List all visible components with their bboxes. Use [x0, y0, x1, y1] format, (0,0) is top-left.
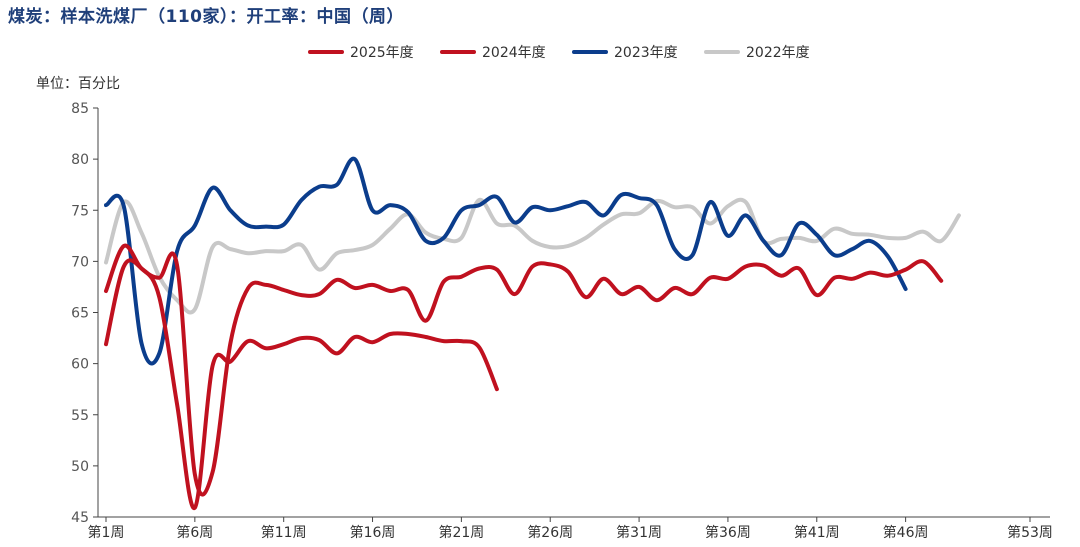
legend-label-2023: 2023年度 [614, 45, 678, 61]
legend-item-2022[interactable]: 2022年度 [704, 42, 810, 62]
axes: 45 50 55 60 65 70 75 80 85 第1周 第6周 第11周 第16周 第21周 第26周… [71, 101, 1053, 541]
legend-swatch-2024 [440, 50, 476, 54]
x-tick-label: 第46周 [883, 524, 929, 541]
y-tick-label: 50 [71, 459, 89, 475]
x-tick-label: 第16周 [350, 524, 396, 541]
unit-label: 单位：百分比 [36, 76, 120, 92]
x-tick-label: 第53周 [1007, 524, 1053, 541]
x-tick-label: 第36周 [705, 524, 751, 541]
legend-item-2025[interactable]: 2025年度 [308, 42, 414, 62]
legend-label-2024: 2024年度 [482, 45, 546, 61]
x-tick-label: 第31周 [616, 524, 662, 541]
legend-swatch-2022 [704, 50, 740, 54]
legend-item-2024[interactable]: 2024年度 [440, 42, 546, 62]
y-tick-label: 45 [71, 510, 89, 526]
y-tick-label: 75 [71, 203, 89, 219]
series-line-2023 [104, 156, 908, 366]
x-tick-label: 第21周 [438, 524, 484, 541]
y-tick-label: 65 [71, 306, 89, 322]
series-line-2024 [104, 243, 944, 497]
x-tick-label: 第1周 [88, 524, 125, 541]
y-tick-label: 80 [71, 152, 89, 168]
series-line-2025 [104, 258, 499, 510]
x-tick-label: 第11周 [261, 524, 307, 541]
y-tick-label: 85 [71, 101, 89, 117]
legend-label-2025: 2025年度 [350, 45, 414, 61]
series-layer [104, 156, 961, 510]
chart-title: 煤炭：样本洗煤厂（110家）：开工率：中国（周） [8, 7, 404, 27]
legend-label-2022: 2022年度 [746, 45, 810, 61]
legend-swatch-2023 [572, 50, 608, 54]
y-tick-label: 55 [71, 408, 89, 424]
y-tick-label: 70 [71, 254, 89, 270]
legend-item-2023[interactable]: 2023年度 [572, 42, 678, 62]
y-tick-label: 60 [71, 357, 89, 373]
x-tick-label: 第6周 [176, 524, 213, 541]
x-tick-label: 第26周 [527, 524, 573, 541]
series-line-2022 [104, 197, 961, 315]
legend: 2025年度 2024年度 2023年度 2022年度 [0, 42, 1080, 66]
legend-swatch-2025 [308, 50, 344, 54]
x-tick-label: 第41周 [794, 524, 840, 541]
